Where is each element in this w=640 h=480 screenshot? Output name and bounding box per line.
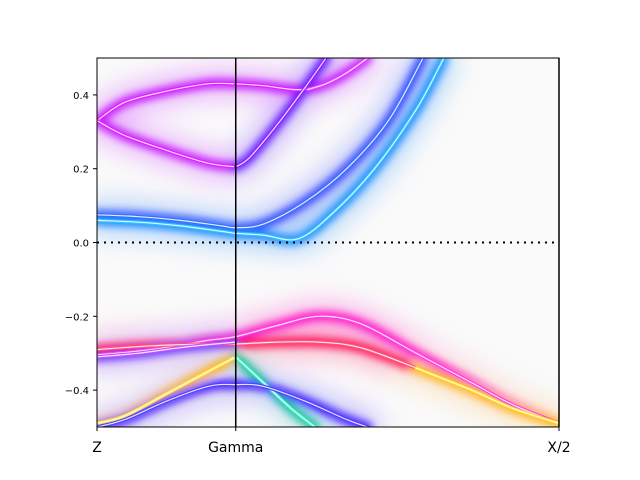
band-highlight-11 [97, 356, 237, 424]
band-highlight-9 [415, 367, 559, 424]
band-highlight-4 [235, 58, 327, 168]
x-tick-label: Gamma [208, 440, 263, 456]
band-highlight-2 [307, 58, 369, 90]
band-highlight-10 [97, 341, 237, 358]
y-axis: 0.4 0.2 0.0 −0.2 −0.4 [65, 91, 97, 397]
y-tick-label: 0.2 [73, 165, 89, 176]
y-tick-label: 0.0 [73, 239, 89, 250]
x-tick-label: X/2 [547, 440, 570, 456]
band-core-layer [97, 58, 559, 427]
y-tick-label: −0.2 [65, 312, 89, 323]
band-highlight-1 [235, 83, 309, 91]
y-tick-label: −0.4 [65, 386, 89, 397]
band-highlight-0 [97, 82, 237, 122]
band-highlight-6 [97, 58, 445, 241]
band-highlight-12 [235, 356, 316, 427]
x-tick-label: Z [92, 440, 102, 456]
band-highlight-3 [97, 120, 237, 168]
x-axis: Z Gamma X/2 [92, 427, 571, 456]
band-highlight-5 [97, 58, 424, 229]
y-tick-label: 0.4 [73, 91, 89, 102]
